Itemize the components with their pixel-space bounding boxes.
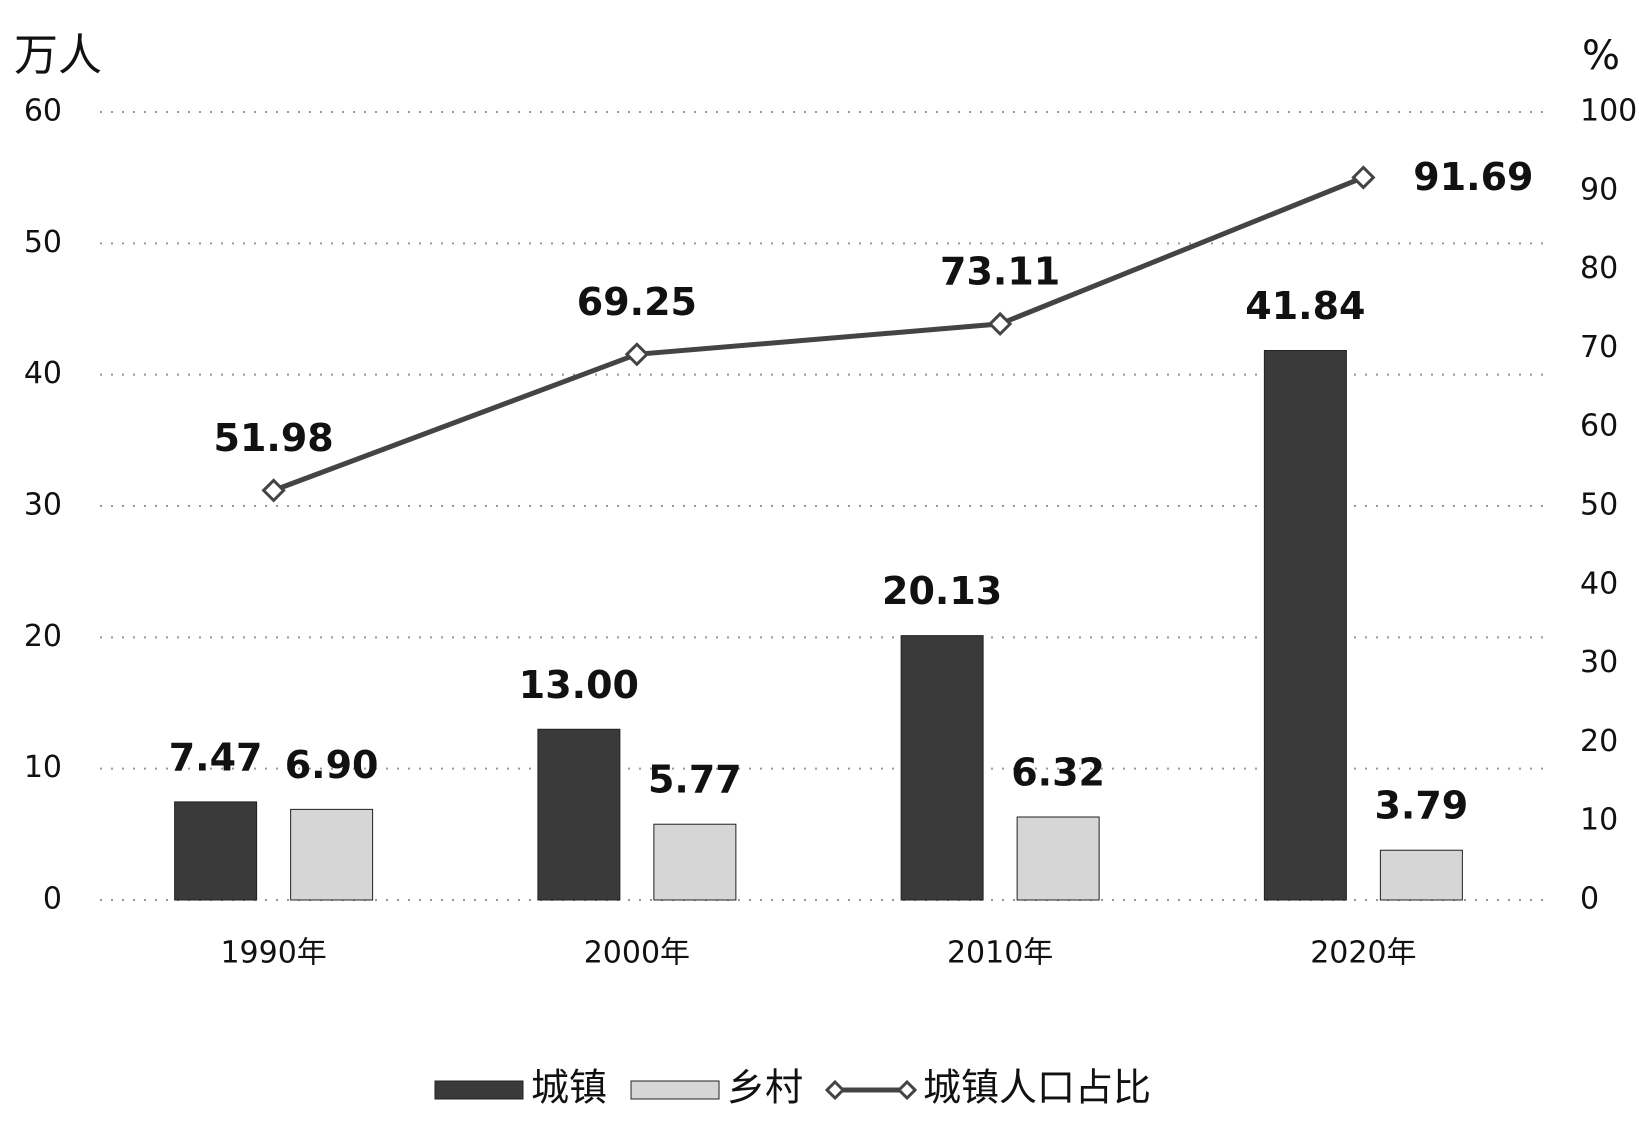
legend: 城镇 乡村 城镇人口占比 bbox=[434, 1066, 1151, 1110]
x-tick-label: 2000年 bbox=[584, 936, 690, 971]
data-label: 13.00 bbox=[519, 663, 639, 707]
y-tick-label: 50 bbox=[24, 225, 62, 260]
legend-label: 乡村 bbox=[727, 1066, 803, 1110]
data-label: 6.90 bbox=[285, 743, 379, 787]
y2-tick-label: 20 bbox=[1580, 724, 1618, 759]
y2-tick-label: 80 bbox=[1580, 251, 1618, 286]
y2-tick-label: 10 bbox=[1580, 803, 1618, 838]
line-marker bbox=[1351, 165, 1376, 190]
data-label: 20.13 bbox=[882, 569, 1002, 613]
y-tick-label: 30 bbox=[24, 488, 62, 523]
bar bbox=[653, 823, 737, 901]
data-label: 91.69 bbox=[1413, 155, 1533, 199]
bar bbox=[290, 808, 374, 901]
data-label: 6.32 bbox=[1011, 750, 1105, 794]
bar bbox=[174, 801, 258, 901]
data-label: 51.98 bbox=[214, 416, 334, 460]
line-marker bbox=[624, 342, 649, 367]
bar bbox=[1379, 849, 1463, 901]
y2-tick-label: 30 bbox=[1580, 645, 1618, 680]
x-tick-label: 2020年 bbox=[1310, 936, 1416, 971]
legend-swatch bbox=[630, 1080, 720, 1100]
y2-tick-label: 70 bbox=[1580, 330, 1618, 365]
legend-label: 城镇人口占比 bbox=[923, 1066, 1151, 1110]
y2-tick-label: 100 bbox=[1580, 94, 1637, 129]
data-label: 41.84 bbox=[1245, 284, 1365, 328]
y-tick-label: 0 bbox=[43, 882, 62, 917]
legend-marker bbox=[896, 1079, 918, 1101]
bar bbox=[1016, 816, 1100, 901]
x-tick-label: 1990年 bbox=[220, 936, 326, 971]
legend-swatch bbox=[434, 1080, 524, 1100]
y2-tick-label: 60 bbox=[1580, 409, 1618, 444]
y-axis-label: 万人 bbox=[14, 30, 102, 81]
y-tick-label: 60 bbox=[24, 94, 62, 129]
data-label: 5.77 bbox=[648, 758, 742, 802]
y2-tick-label: 50 bbox=[1580, 488, 1618, 523]
line-marker bbox=[261, 478, 286, 503]
y-tick-label: 40 bbox=[24, 356, 62, 391]
y2-axis-label: % bbox=[1582, 33, 1620, 79]
y-tick-label: 10 bbox=[24, 750, 62, 785]
legend-label: 城镇 bbox=[531, 1066, 607, 1110]
data-label: 7.47 bbox=[169, 735, 263, 779]
data-label: 3.79 bbox=[1374, 784, 1468, 828]
bar bbox=[900, 635, 984, 901]
y2-tick-label: 40 bbox=[1580, 566, 1618, 601]
line bbox=[272, 175, 1365, 493]
bar bbox=[537, 728, 621, 901]
data-label: 73.11 bbox=[940, 249, 1060, 293]
y-tick-label: 20 bbox=[24, 619, 62, 654]
data-label: 69.25 bbox=[577, 280, 697, 324]
legend-marker bbox=[824, 1079, 846, 1101]
y2-tick-label: 90 bbox=[1580, 172, 1618, 207]
bar bbox=[1263, 350, 1347, 901]
x-tick-label: 2010年 bbox=[947, 936, 1053, 971]
line-marker bbox=[988, 311, 1013, 337]
y2-tick-label: 0 bbox=[1580, 882, 1599, 917]
